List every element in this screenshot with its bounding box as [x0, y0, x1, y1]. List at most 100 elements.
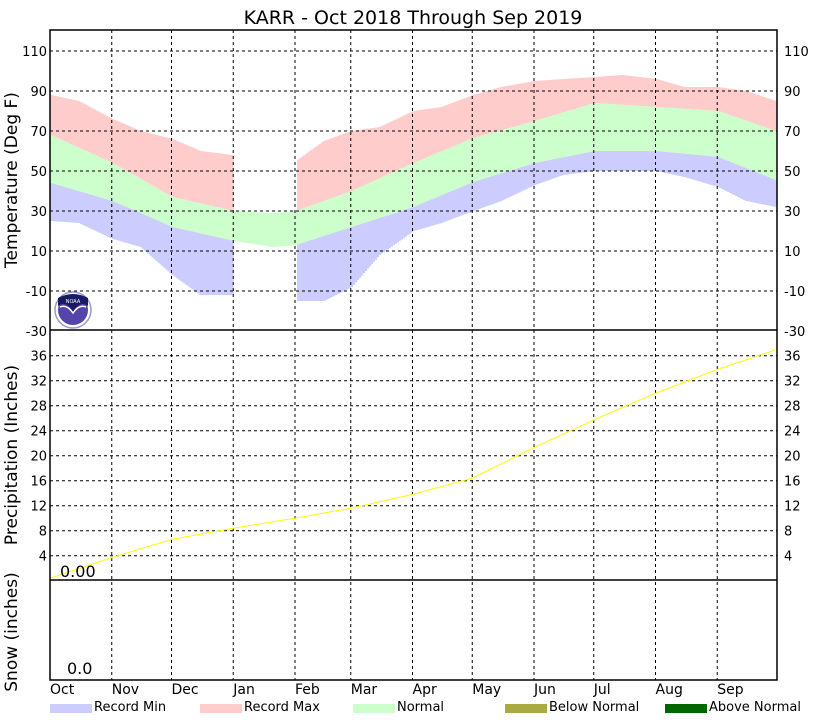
- record-max-bar: [109, 117, 113, 163]
- record-min-bar: [308, 240, 312, 301]
- record-min-bar: [675, 152, 678, 176]
- normal-bar: [504, 129, 507, 173]
- record-min-bar: [528, 164, 531, 188]
- record-min-bar: [494, 175, 497, 204]
- snow-axis-label: Snow (inches): [2, 572, 22, 691]
- normal-bar: [298, 209, 302, 244]
- record-min-bar: [209, 235, 212, 295]
- month-label: Feb: [295, 682, 320, 698]
- record-max-bar: [679, 85, 682, 109]
- record-min-bar: [432, 198, 435, 226]
- record-max-bar: [747, 91, 750, 122]
- record-max-bar: [591, 77, 595, 104]
- record-max-bar: [211, 152, 214, 207]
- record-max-bar: [581, 77, 585, 107]
- normal-bar: [364, 184, 368, 223]
- record-max-bar: [524, 82, 527, 124]
- record-max-bar: [711, 87, 714, 111]
- normal-bar: [241, 211, 244, 243]
- record-min-bar: [93, 195, 97, 231]
- normal-bar: [669, 107, 672, 153]
- record-min-bar: [107, 199, 111, 238]
- record-max-bar: [316, 145, 320, 204]
- record-max-bar: [613, 75, 617, 105]
- normal-bar: [61, 140, 65, 187]
- record-max-bar: [709, 87, 712, 111]
- normal-bar: [703, 110, 706, 156]
- normal-bar: [189, 201, 192, 232]
- temp-tick-label-right: 70: [784, 125, 801, 140]
- record-max-bar: [396, 118, 399, 171]
- record-max-bar: [165, 137, 168, 194]
- normal-bar: [291, 211, 294, 246]
- normal-bar: [181, 199, 184, 230]
- normal-bar: [177, 198, 180, 229]
- record-min-bar: [705, 155, 708, 184]
- record-max-bar: [157, 135, 160, 190]
- normal-bar: [434, 153, 437, 198]
- record-max-bar: [227, 154, 230, 210]
- normal-bar: [639, 105, 642, 151]
- record-max-bar: [749, 92, 752, 123]
- noaa-logo-text: NOAA: [66, 299, 81, 305]
- record-min-bar: [205, 234, 208, 295]
- normal-bar: [259, 212, 262, 246]
- normal-bar: [430, 155, 433, 200]
- record-max-bar: [217, 153, 220, 208]
- record-max-bar: [119, 122, 123, 168]
- record-min-bar: [639, 151, 642, 171]
- record-min-bar: [547, 160, 551, 180]
- normal-bar: [318, 202, 322, 238]
- record-min-bar: [412, 207, 415, 231]
- legend-swatch: [200, 703, 242, 713]
- record-max-bar: [221, 153, 224, 209]
- normal-bar: [157, 189, 160, 221]
- record-max-bar: [671, 83, 674, 109]
- record-min-bar: [57, 185, 61, 222]
- record-min-bar: [376, 218, 380, 258]
- record-max-bar: [677, 85, 680, 109]
- record-min-bar: [655, 151, 658, 171]
- record-max-bar: [167, 138, 170, 195]
- normal-bar: [597, 103, 601, 151]
- record-max-bar: [302, 155, 306, 209]
- normal-bar: [607, 103, 611, 151]
- record-max-bar: [380, 126, 384, 178]
- temp-tick-label-left: -10: [26, 285, 47, 300]
- record-min-bar: [693, 154, 696, 180]
- legend-label: Below Normal: [549, 700, 640, 715]
- record-max-bar: [388, 122, 391, 174]
- normal-bar: [557, 113, 561, 159]
- record-max-bar: [350, 131, 354, 191]
- normal-bar: [348, 191, 352, 228]
- record-max-bar: [557, 79, 561, 114]
- normal-bar: [231, 210, 234, 241]
- normal-bar: [193, 201, 196, 232]
- normal-bar: [763, 126, 766, 176]
- record-min-bar: [689, 154, 692, 179]
- record-max-bar: [424, 109, 427, 158]
- normal-bar: [87, 152, 91, 195]
- normal-bar: [99, 157, 103, 198]
- record-min-bar: [532, 163, 535, 186]
- normal-bar: [368, 182, 372, 222]
- record-max-bar: [225, 154, 228, 210]
- record-min-bar: [759, 173, 762, 204]
- record-max-bar: [155, 135, 158, 188]
- record-min-bar: [436, 197, 439, 225]
- record-min-bar: [593, 151, 597, 171]
- normal-bar: [342, 193, 346, 230]
- record-min-bar: [410, 207, 413, 233]
- record-max-bar: [69, 99, 73, 145]
- record-min-bar: [191, 231, 194, 290]
- normal-bar: [747, 121, 750, 169]
- record-max-bar: [73, 100, 77, 146]
- record-min-bar: [348, 227, 352, 288]
- record-min-bar: [229, 240, 232, 295]
- record-min-bar: [677, 153, 680, 176]
- record-max-bar: [400, 116, 403, 169]
- record-min-bar: [591, 151, 595, 172]
- normal-bar: [643, 106, 646, 151]
- normal-bar: [215, 206, 218, 237]
- normal-bar: [356, 188, 360, 226]
